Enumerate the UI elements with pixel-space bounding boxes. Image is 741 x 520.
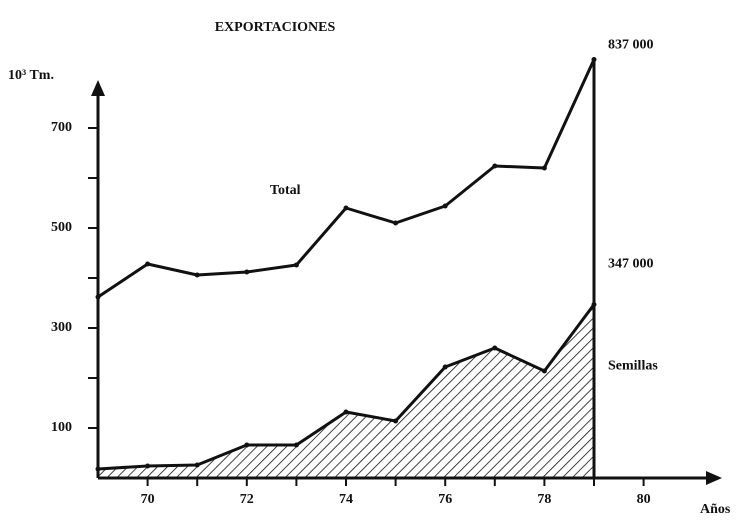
x-axis-label: Años xyxy=(700,502,731,517)
point xyxy=(541,368,547,374)
x-tick-label: 70 xyxy=(141,492,155,507)
area xyxy=(98,304,594,478)
y-tick-label: 100 xyxy=(51,420,72,435)
point xyxy=(145,261,151,267)
point xyxy=(442,364,448,370)
x-tick-label: 76 xyxy=(438,492,452,507)
point xyxy=(244,269,250,275)
point xyxy=(343,409,349,415)
x-tick-label: 72 xyxy=(240,492,254,507)
point xyxy=(293,442,299,448)
x-tick-label: 78 xyxy=(537,492,551,507)
point xyxy=(95,466,101,472)
x-tick-label: 80 xyxy=(637,492,651,507)
y-axis-label: 10³ Tm. xyxy=(8,68,54,83)
y-axis-arrow xyxy=(91,80,105,96)
point xyxy=(293,262,299,268)
point xyxy=(145,463,151,469)
point xyxy=(541,165,547,171)
series-label: Total xyxy=(270,183,301,198)
point xyxy=(194,462,200,468)
point xyxy=(442,203,448,209)
y-tick-label: 500 xyxy=(51,220,72,235)
series-label: Semillas xyxy=(608,359,658,374)
point xyxy=(492,163,498,169)
point xyxy=(343,205,349,211)
y-tick-label: 300 xyxy=(51,320,72,335)
point xyxy=(95,294,101,300)
y-tick-label: 700 xyxy=(51,120,72,135)
end-label: 837 000 xyxy=(608,38,654,53)
point xyxy=(393,220,399,226)
x-axis-arrow xyxy=(706,471,722,485)
x-tick-label: 74 xyxy=(339,492,353,507)
point xyxy=(492,345,498,351)
point xyxy=(393,418,399,424)
chart-title: EXPORTACIONES xyxy=(215,20,336,35)
line xyxy=(97,58,596,299)
point xyxy=(194,272,200,278)
end-label: 347 000 xyxy=(608,257,654,272)
point xyxy=(244,442,250,448)
